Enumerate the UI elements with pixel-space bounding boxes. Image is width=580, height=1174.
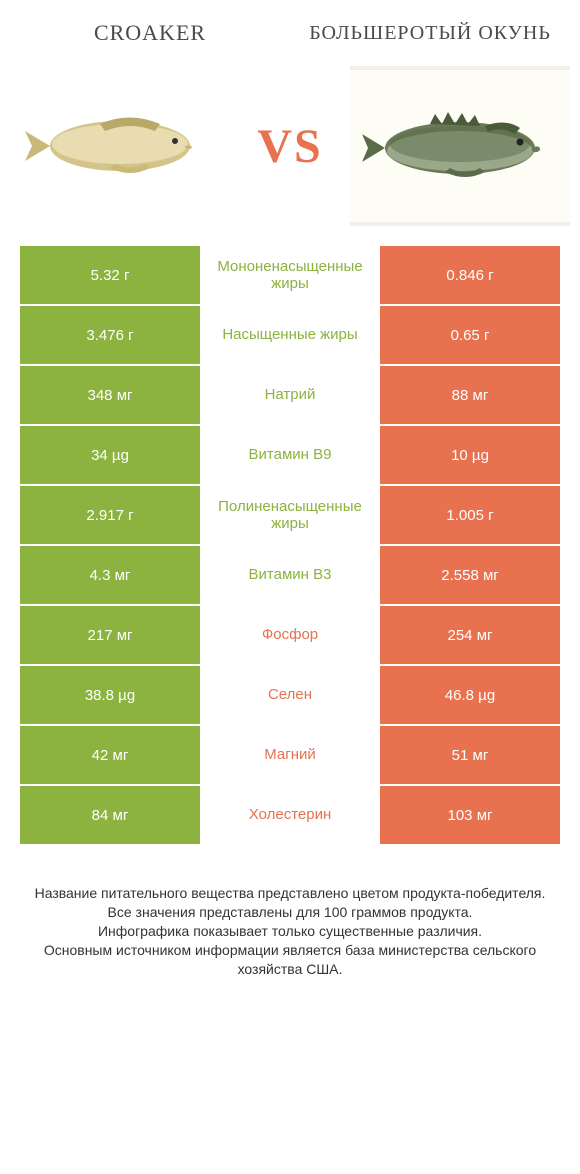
nutrient-label: Витамин B9 [200, 426, 380, 484]
value-right: 88 мг [380, 366, 560, 424]
vs-label: VS [257, 119, 322, 174]
footer-line: Основным источником информации является … [20, 941, 560, 979]
header: CROAKER БОЛЬШЕРОТЫЙ ОКУНЬ [0, 0, 580, 56]
table-row: 38.8 µgСелен46.8 µg [20, 666, 560, 724]
value-left: 42 мг [20, 726, 200, 784]
table-row: 42 мгМагний51 мг [20, 726, 560, 784]
value-right: 2.558 мг [380, 546, 560, 604]
value-left: 4.3 мг [20, 546, 200, 604]
table-row: 84 мгХолестерин103 мг [20, 786, 560, 844]
table-row: 5.32 гМононенасыщенные жиры0.846 г [20, 246, 560, 304]
value-right: 51 мг [380, 726, 560, 784]
bass-fish-icon [360, 96, 560, 196]
footer-line: Название питательного вещества представл… [20, 884, 560, 903]
nutrient-label: Натрий [200, 366, 380, 424]
value-right: 103 мг [380, 786, 560, 844]
nutrient-label: Селен [200, 666, 380, 724]
nutrient-label: Холестерин [200, 786, 380, 844]
value-right: 46.8 µg [380, 666, 560, 724]
value-left: 3.476 г [20, 306, 200, 364]
nutrient-label: Мононенасыщенные жиры [200, 246, 380, 304]
title-left: CROAKER [10, 20, 290, 46]
nutrient-label: Полиненасыщенные жиры [200, 486, 380, 544]
table-row: 348 мгНатрий88 мг [20, 366, 560, 424]
value-right: 0.65 г [380, 306, 560, 364]
footer-line: Инфографика показывает только существенн… [20, 922, 560, 941]
images-row: VS [0, 56, 580, 236]
footer-line: Все значения представлены для 100 граммо… [20, 903, 560, 922]
fish-left-image [10, 66, 230, 226]
value-left: 34 µg [20, 426, 200, 484]
value-left: 84 мг [20, 786, 200, 844]
value-right: 10 µg [380, 426, 560, 484]
nutrient-label: Витамин B3 [200, 546, 380, 604]
value-left: 5.32 г [20, 246, 200, 304]
value-left: 38.8 µg [20, 666, 200, 724]
value-left: 2.917 г [20, 486, 200, 544]
nutrient-label: Фосфор [200, 606, 380, 664]
nutrient-label: Магний [200, 726, 380, 784]
value-left: 217 мг [20, 606, 200, 664]
comparison-table: 5.32 гМононенасыщенные жиры0.846 г3.476 … [20, 246, 560, 844]
table-row: 217 мгФосфор254 мг [20, 606, 560, 664]
table-row: 2.917 гПолиненасыщенные жиры1.005 г [20, 486, 560, 544]
table-row: 4.3 мгВитамин B32.558 мг [20, 546, 560, 604]
croaker-fish-icon [20, 96, 220, 196]
table-row: 34 µgВитамин B910 µg [20, 426, 560, 484]
value-right: 0.846 г [380, 246, 560, 304]
title-right: БОЛЬШЕРОТЫЙ ОКУНЬ [290, 21, 570, 45]
value-right: 1.005 г [380, 486, 560, 544]
nutrient-label: Насыщенные жиры [200, 306, 380, 364]
table-row: 3.476 гНасыщенные жиры0.65 г [20, 306, 560, 364]
fish-right-image [350, 66, 570, 226]
footer-notes: Название питательного вещества представл… [20, 884, 560, 978]
value-left: 348 мг [20, 366, 200, 424]
value-right: 254 мг [380, 606, 560, 664]
